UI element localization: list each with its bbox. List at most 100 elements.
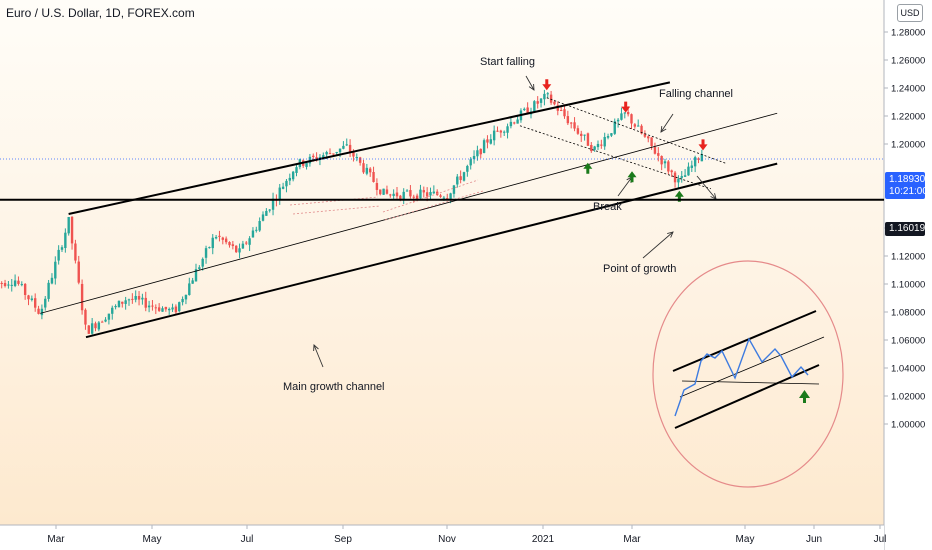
candle-body xyxy=(466,165,469,172)
candle-body xyxy=(67,217,70,234)
candle-body xyxy=(74,243,77,261)
annotation-pointer xyxy=(617,176,633,197)
candle-body xyxy=(288,177,291,181)
candle-body xyxy=(687,166,690,176)
candle-body xyxy=(80,283,84,311)
candle-body xyxy=(543,93,546,100)
candle-body xyxy=(402,191,405,200)
candle-body xyxy=(181,298,184,303)
annotation-break: Break xyxy=(593,201,622,213)
candle-body xyxy=(84,309,87,325)
candle-body xyxy=(442,197,446,199)
candle-body xyxy=(50,277,54,284)
candle-body xyxy=(295,167,298,173)
annotation-pointer-head xyxy=(667,231,674,238)
candle-body xyxy=(0,282,3,284)
candle-body xyxy=(653,147,657,154)
candle-body xyxy=(379,189,382,195)
candle-body xyxy=(570,122,573,124)
candle-body xyxy=(516,119,519,124)
inset-support-line xyxy=(681,380,820,385)
down-arrow-marker xyxy=(621,101,631,113)
candle-body xyxy=(389,194,392,196)
y-tick-label: 1.10000 xyxy=(891,280,925,291)
candle-body xyxy=(492,130,496,141)
candle-body xyxy=(496,130,499,132)
candle-body xyxy=(194,269,198,282)
candle-body xyxy=(456,176,459,185)
x-tick-label: 2021 xyxy=(532,534,555,545)
candle-body xyxy=(268,209,271,211)
candle-body xyxy=(308,156,312,164)
candle-body xyxy=(117,300,121,308)
candle-body xyxy=(355,157,358,159)
candle-body xyxy=(17,280,20,284)
y-tick-label: 1.04000 xyxy=(891,364,925,375)
candle-body xyxy=(549,94,553,103)
candle-body xyxy=(419,189,422,199)
candle-body xyxy=(211,237,214,249)
candle-body xyxy=(476,150,479,157)
chart-title: Euro / U.S. Dollar, 1D, FOREX.com xyxy=(6,6,195,20)
candle-body xyxy=(248,238,251,245)
candle-body xyxy=(345,144,348,146)
candle-body xyxy=(499,130,503,133)
candle-body xyxy=(566,116,570,124)
candle-body xyxy=(509,121,513,127)
candle-body xyxy=(338,148,342,153)
candle-body xyxy=(415,195,419,200)
candle-body xyxy=(375,183,379,190)
candle-body xyxy=(590,145,593,152)
candle-body xyxy=(174,306,178,313)
annotation-pointer xyxy=(642,231,674,259)
candle-body xyxy=(101,321,104,323)
y-tick-label: 1.28000 xyxy=(891,28,925,39)
candle-body xyxy=(405,190,409,192)
candle-body xyxy=(643,133,647,137)
inset-circle xyxy=(652,260,844,488)
candle-body xyxy=(241,243,245,249)
candle-body xyxy=(365,167,369,174)
annotation-point-of-growth: Point of growth xyxy=(603,263,677,275)
candle-body xyxy=(224,238,228,243)
candle-body xyxy=(700,154,704,162)
candle-body xyxy=(255,229,258,231)
candle-body xyxy=(362,163,365,173)
candle-body xyxy=(198,267,201,270)
inset-channel-lower xyxy=(674,364,820,429)
candle-body xyxy=(10,284,13,286)
candle-body xyxy=(399,195,402,200)
candle-body xyxy=(637,125,640,127)
candle-body xyxy=(30,298,34,300)
candle-body xyxy=(482,140,486,153)
candle-body xyxy=(610,133,613,136)
candle-body xyxy=(640,125,643,134)
candle-body xyxy=(77,261,80,283)
candle-body xyxy=(265,210,268,216)
annotation-pointer xyxy=(313,344,324,368)
candle-body xyxy=(489,139,492,144)
candle-body xyxy=(127,299,131,301)
candle-body xyxy=(452,185,456,194)
candle-body xyxy=(392,193,395,196)
candle-body xyxy=(271,198,275,210)
candle-body xyxy=(429,191,432,196)
candle-body xyxy=(472,155,476,160)
candle-body xyxy=(134,295,137,300)
candle-body xyxy=(409,190,412,197)
currency-button[interactable]: USD xyxy=(897,4,923,22)
candle-body xyxy=(613,121,616,134)
candle-body xyxy=(690,165,693,169)
candle-body xyxy=(533,101,536,112)
candle-body xyxy=(576,128,580,134)
candle-body xyxy=(335,152,338,154)
candle-body xyxy=(395,192,399,197)
candle-body xyxy=(27,295,30,300)
candle-body xyxy=(141,297,144,300)
candle-body xyxy=(111,307,114,314)
candle-body xyxy=(238,248,241,253)
candle-body xyxy=(693,157,697,167)
candle-body xyxy=(322,155,325,159)
